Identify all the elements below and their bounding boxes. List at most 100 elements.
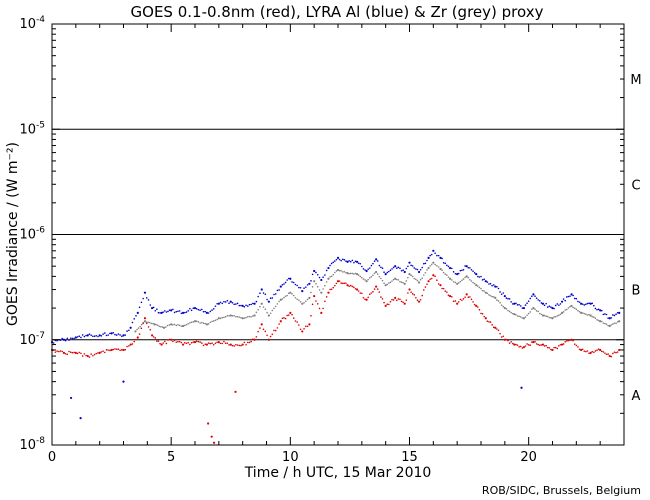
data-point-interp xyxy=(578,301,581,303)
data-point-interp xyxy=(245,343,247,346)
data-point xyxy=(599,309,602,312)
data-point xyxy=(110,348,113,352)
data-point-interp xyxy=(173,311,176,314)
data-point-interp xyxy=(464,265,466,267)
data-point-interp xyxy=(613,351,616,353)
data-point-interp xyxy=(142,297,144,300)
data-point xyxy=(541,302,545,305)
data-point-interp xyxy=(586,302,589,305)
data-point xyxy=(320,291,323,294)
data-point-interp xyxy=(562,311,565,313)
y-tick-label: 10-4 xyxy=(19,15,45,32)
data-point-interp xyxy=(148,321,151,324)
data-point-interp xyxy=(411,275,414,278)
data-point xyxy=(580,311,583,314)
data-point-interp xyxy=(52,342,55,344)
data-point-interp xyxy=(395,278,398,281)
data-point-interp xyxy=(120,349,123,351)
data-point-interp xyxy=(236,344,239,346)
data-point-interp xyxy=(264,330,267,333)
data-point-interp xyxy=(162,311,165,313)
x-tick-label: 10 xyxy=(282,450,299,465)
data-point xyxy=(465,275,468,278)
data-point-interp xyxy=(142,322,144,325)
data-point-interp xyxy=(426,259,428,262)
data-point-interp xyxy=(602,313,605,316)
data-point-interp xyxy=(407,265,409,268)
data-point-interp xyxy=(197,321,200,323)
data-point-interp xyxy=(298,324,300,326)
data-point-interp xyxy=(135,315,137,317)
data-point-interp xyxy=(231,315,234,317)
data-point-interp xyxy=(444,262,447,265)
data-point-interp xyxy=(233,345,235,347)
data-point-interp xyxy=(500,336,503,338)
data-point xyxy=(532,293,535,296)
data-point-interp xyxy=(577,346,579,348)
data-point-interp xyxy=(510,311,512,314)
data-point-interp xyxy=(437,266,440,268)
data-point-interp xyxy=(478,276,481,278)
data-point-interp xyxy=(489,282,492,285)
data-point-interp xyxy=(102,333,104,335)
data-point-interp xyxy=(140,301,143,304)
data-point xyxy=(229,314,232,317)
data-point-interp xyxy=(154,309,157,312)
data-point-interp xyxy=(287,314,290,316)
data-point-interp xyxy=(338,269,341,272)
data-point-interp xyxy=(361,292,363,295)
data-point-interp xyxy=(238,304,241,307)
data-point xyxy=(151,306,154,310)
data-point xyxy=(289,311,292,314)
data-point-interp xyxy=(564,309,567,311)
data-point-interp xyxy=(95,334,98,337)
data-point-interp xyxy=(411,293,414,295)
data-point-interp xyxy=(511,303,514,305)
data-point-interp xyxy=(322,288,324,290)
data-point-interp xyxy=(436,254,438,257)
x-axis-label: Time / h UTC, 15 Mar 2010 xyxy=(244,465,432,481)
data-point-interp xyxy=(492,326,495,329)
data-point-interp xyxy=(545,302,547,305)
data-point-interp xyxy=(380,296,382,298)
data-point-interp xyxy=(348,285,350,288)
data-point-interp xyxy=(578,310,581,313)
data-point-interp xyxy=(459,280,462,283)
data-point xyxy=(522,306,526,310)
data-point-interp xyxy=(464,276,466,279)
data-point-interp xyxy=(162,342,165,344)
data-point-interp xyxy=(246,316,249,318)
data-point-interp xyxy=(157,340,160,343)
data-point-interp xyxy=(246,305,249,307)
data-point-interp xyxy=(505,338,508,341)
data-point xyxy=(320,278,323,282)
data-point-interp xyxy=(177,310,179,313)
data-point-interp xyxy=(97,352,99,354)
data-point xyxy=(365,269,368,273)
data-point-interp xyxy=(531,308,533,311)
data-point-interp xyxy=(437,283,440,285)
data-point-interp xyxy=(558,304,560,306)
data-point-interp xyxy=(554,315,557,318)
data-point-interp xyxy=(180,312,183,315)
data-point-interp xyxy=(447,265,450,268)
data-point-interp xyxy=(138,333,141,335)
y-tick-label: 10-6 xyxy=(19,226,45,243)
data-point-interp xyxy=(281,298,284,300)
data-point-interp xyxy=(477,306,479,308)
data-point-interp xyxy=(226,314,229,317)
data-point-interp xyxy=(145,322,148,325)
data-point-interp xyxy=(195,340,198,343)
outlier-point xyxy=(234,390,237,393)
data-point-interp xyxy=(402,281,404,284)
data-point-interp xyxy=(291,313,293,316)
data-point-interp xyxy=(615,322,617,325)
data-point-interp xyxy=(305,300,307,303)
data-point-interp xyxy=(585,303,587,306)
data-point xyxy=(193,320,197,323)
data-point-interp xyxy=(389,300,392,303)
data-point-interp xyxy=(359,292,362,294)
flare-class-c: C xyxy=(631,178,640,193)
data-point xyxy=(580,348,583,352)
data-point-interp xyxy=(126,345,128,348)
